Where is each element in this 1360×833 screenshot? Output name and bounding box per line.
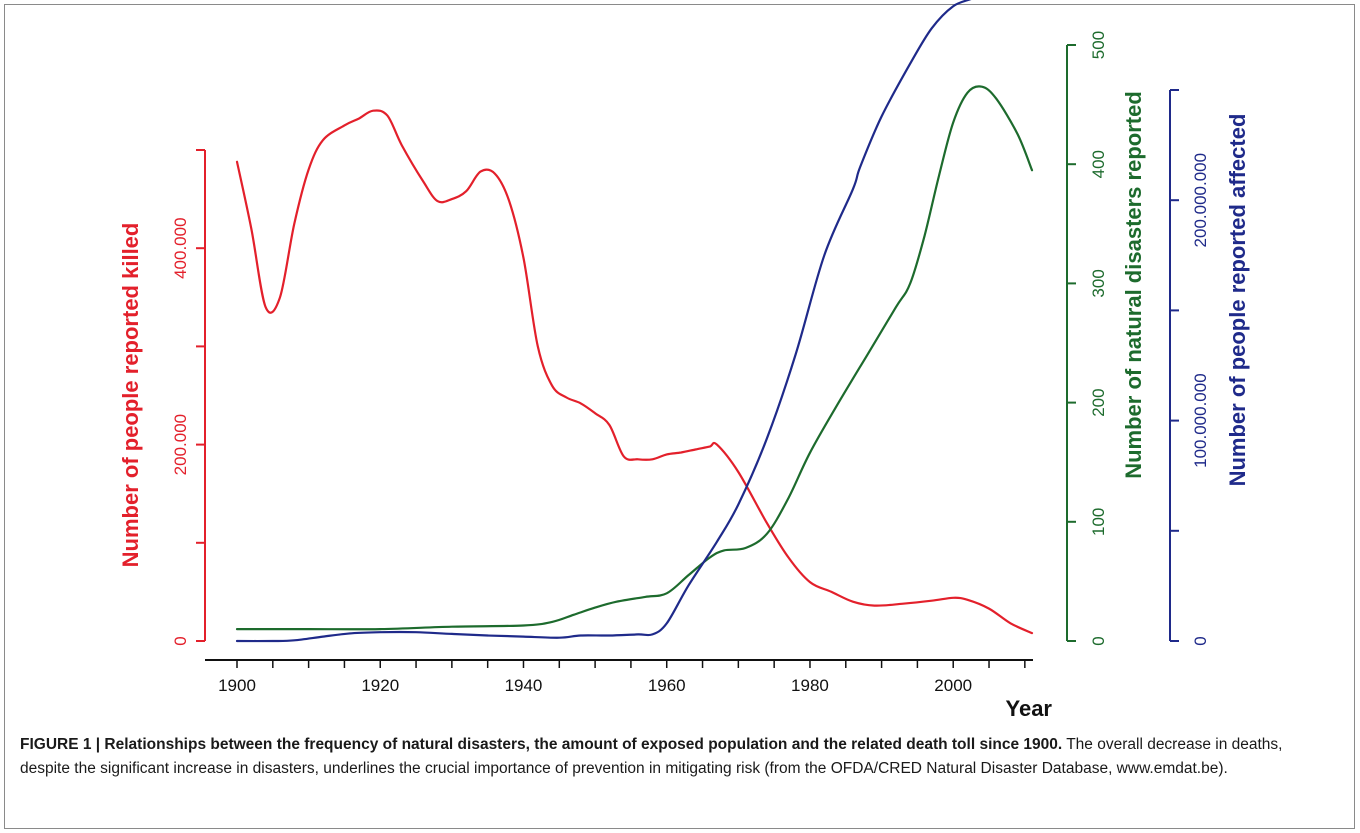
figure-caption: FIGURE 1 | Relationships between the fre… — [20, 733, 1335, 781]
x-axis-title: Year — [1006, 696, 1053, 721]
disasters-tick-label-5: 500 — [1089, 31, 1108, 59]
series-line-affected — [235, 0, 972, 643]
affected-tick-label-2: 200.000.000 — [1191, 153, 1210, 248]
x-tick-label-2000: 2000 — [934, 676, 972, 695]
disasters-tick-label-4: 400 — [1089, 150, 1108, 178]
x-tick-label-1960: 1960 — [648, 676, 686, 695]
x-tick-label-1920: 1920 — [361, 676, 399, 695]
plot-lines — [235, 0, 1034, 643]
killed-tick-label-1: 200.000 — [171, 414, 190, 475]
killed-tick-label-0: 0 — [171, 636, 190, 645]
chart: 1900 1920 1940 1960 1980 2000Year0200.000400.… — [118, 0, 1250, 721]
axes: 1900 1920 1940 1960 1980 2000Year0200.000400.… — [118, 31, 1250, 721]
affected-axis-title: Number of people reported affected — [1225, 114, 1250, 487]
x-tick-label-1900: 1900 — [218, 676, 256, 695]
affected-tick-label-1: 100.000.000 — [1191, 373, 1210, 468]
disasters-axis-title: Number of natural disasters reported — [1121, 91, 1146, 479]
killed-axis-title: Number of people reported killed — [118, 223, 143, 568]
caption-label: FIGURE 1 | Relationships between the fre… — [20, 736, 1063, 753]
x-tick-label-1980: 1980 — [791, 676, 829, 695]
series-line-killed — [235, 109, 1034, 635]
disasters-tick-label-0: 0 — [1089, 636, 1108, 645]
x-tick-label-1940: 1940 — [505, 676, 543, 695]
disasters-tick-label-3: 300 — [1089, 269, 1108, 297]
killed-tick-label-2: 400.000 — [171, 217, 190, 278]
series-line-disasters — [235, 85, 1034, 631]
disasters-tick-label-1: 100 — [1089, 508, 1108, 536]
figure-frame — [4, 4, 1355, 829]
affected-tick-label-0: 0 — [1191, 636, 1210, 645]
disasters-tick-label-2: 200 — [1089, 388, 1108, 416]
caption-body: The overall decrease in deaths, despite … — [20, 736, 1283, 777]
